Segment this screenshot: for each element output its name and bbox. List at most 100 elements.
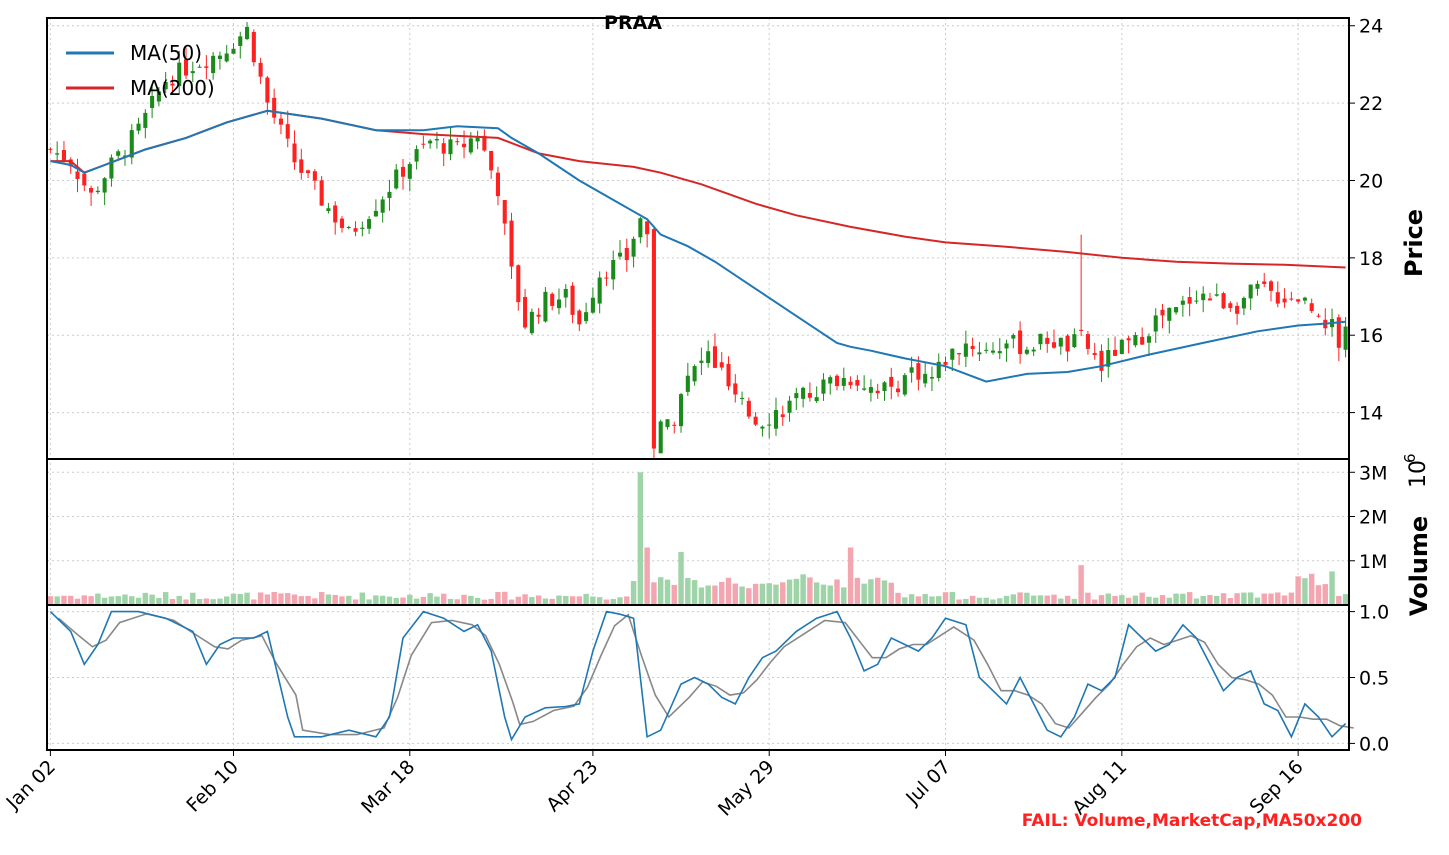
- volume-bar: [386, 596, 393, 605]
- candle-body: [102, 178, 107, 193]
- volume-bar: [563, 595, 569, 605]
- volume-bar: [1186, 592, 1193, 605]
- candle-body: [834, 375, 840, 387]
- candle-body: [1255, 283, 1260, 289]
- candle-body: [550, 293, 555, 306]
- volume-bar: [1153, 597, 1159, 605]
- candle-body: [1201, 293, 1206, 301]
- volume-bar: [841, 587, 847, 605]
- candle-body: [963, 343, 968, 357]
- candle-body: [1153, 315, 1158, 332]
- volume-bar: [936, 596, 942, 605]
- volume-bar: [1220, 593, 1227, 605]
- candle-body: [1051, 342, 1057, 348]
- candle-body: [753, 416, 758, 425]
- candle-body: [658, 421, 663, 454]
- candle-body: [543, 291, 548, 322]
- volume-bar: [786, 579, 793, 605]
- candle-body: [312, 171, 317, 181]
- volume-bar: [312, 598, 318, 605]
- volume-bar: [508, 599, 515, 605]
- volume-bar: [603, 599, 610, 605]
- volume-bar: [596, 597, 603, 605]
- volume-bar: [474, 597, 481, 605]
- legend: MA(50) MA(200): [66, 41, 215, 100]
- candle-body: [794, 393, 799, 399]
- candle-body: [984, 349, 989, 351]
- candle-body: [1316, 315, 1321, 317]
- candle-body: [482, 135, 487, 151]
- candle-body: [1309, 303, 1314, 312]
- candle-body: [380, 199, 385, 213]
- candle-body: [1167, 307, 1172, 321]
- candle-body: [848, 381, 853, 386]
- candle-body: [211, 55, 216, 74]
- candle-body: [584, 312, 589, 322]
- candle-body: [1194, 300, 1199, 302]
- candle-body: [109, 157, 114, 179]
- candle-body: [597, 277, 602, 304]
- candle-body: [387, 191, 392, 198]
- volume-bar: [318, 592, 325, 605]
- volume-bar: [1078, 565, 1084, 605]
- fail-message: FAIL: Volume,MarketCap,MA50x200: [1022, 811, 1362, 831]
- volume-bar: [820, 584, 827, 605]
- candle-body: [204, 66, 209, 68]
- volume-bar: [1315, 585, 1322, 605]
- candle-body: [441, 143, 446, 154]
- price-frame: [46, 17, 1350, 460]
- volume-bar: [1132, 595, 1139, 605]
- candle-body: [333, 205, 338, 223]
- candle-body: [773, 410, 779, 429]
- volume-bar: [610, 599, 616, 605]
- volume-bar: [963, 598, 969, 605]
- candle-body: [1235, 305, 1240, 314]
- volume-bar: [502, 591, 508, 605]
- volume-bar: [1173, 593, 1179, 605]
- candle-body: [326, 208, 331, 212]
- candle-body: [1092, 353, 1097, 356]
- volume-bar: [895, 592, 901, 605]
- volume-bar: [1085, 592, 1091, 605]
- volume-bar: [1119, 595, 1125, 605]
- volume-bar: [1241, 592, 1247, 605]
- candle-body: [970, 345, 975, 350]
- volume-bar: [1017, 592, 1023, 605]
- candle-body: [1106, 350, 1111, 367]
- volume-bar: [1003, 595, 1010, 605]
- candle-body: [699, 360, 704, 363]
- candle-body: [875, 390, 880, 394]
- axis-ticks: 14 16 18 20 22 24 1M 2M 3M 0.0 0.5 1.0 Jan 02 Feb 10 M…: [2, 16, 1390, 821]
- candle-body: [1228, 303, 1233, 308]
- candle-body: [787, 400, 792, 413]
- candle-body: [143, 112, 148, 128]
- volume-bar: [657, 577, 664, 605]
- volume-bar: [542, 598, 549, 605]
- candle-body: [923, 373, 928, 384]
- volume-bar: [61, 595, 67, 605]
- volume-bar: [1247, 592, 1254, 605]
- volume-bar: [278, 593, 284, 605]
- stoch-d-line: [57, 612, 1354, 736]
- volume-bar: [285, 593, 291, 605]
- volume-bar: [678, 551, 684, 605]
- candle-body: [428, 140, 433, 144]
- candle-body: [590, 297, 595, 313]
- volume-bar: [549, 598, 555, 605]
- volume-bar: [929, 596, 935, 605]
- candle-body: [807, 392, 812, 398]
- volume-bar: [1112, 596, 1118, 605]
- candle-body: [163, 81, 168, 90]
- volume-bar: [176, 595, 182, 605]
- volume-bar: [346, 595, 352, 605]
- candle-body: [285, 124, 290, 139]
- candle-body: [1214, 294, 1219, 296]
- candle-body: [1119, 339, 1124, 355]
- volume-bar: [902, 597, 908, 605]
- grid-lines: [47, 18, 1349, 750]
- volume-bar: [1268, 593, 1274, 605]
- candle-body: [475, 137, 480, 142]
- candle-body: [977, 352, 982, 355]
- volume-bar: [237, 593, 243, 605]
- volume-bar: [847, 547, 854, 605]
